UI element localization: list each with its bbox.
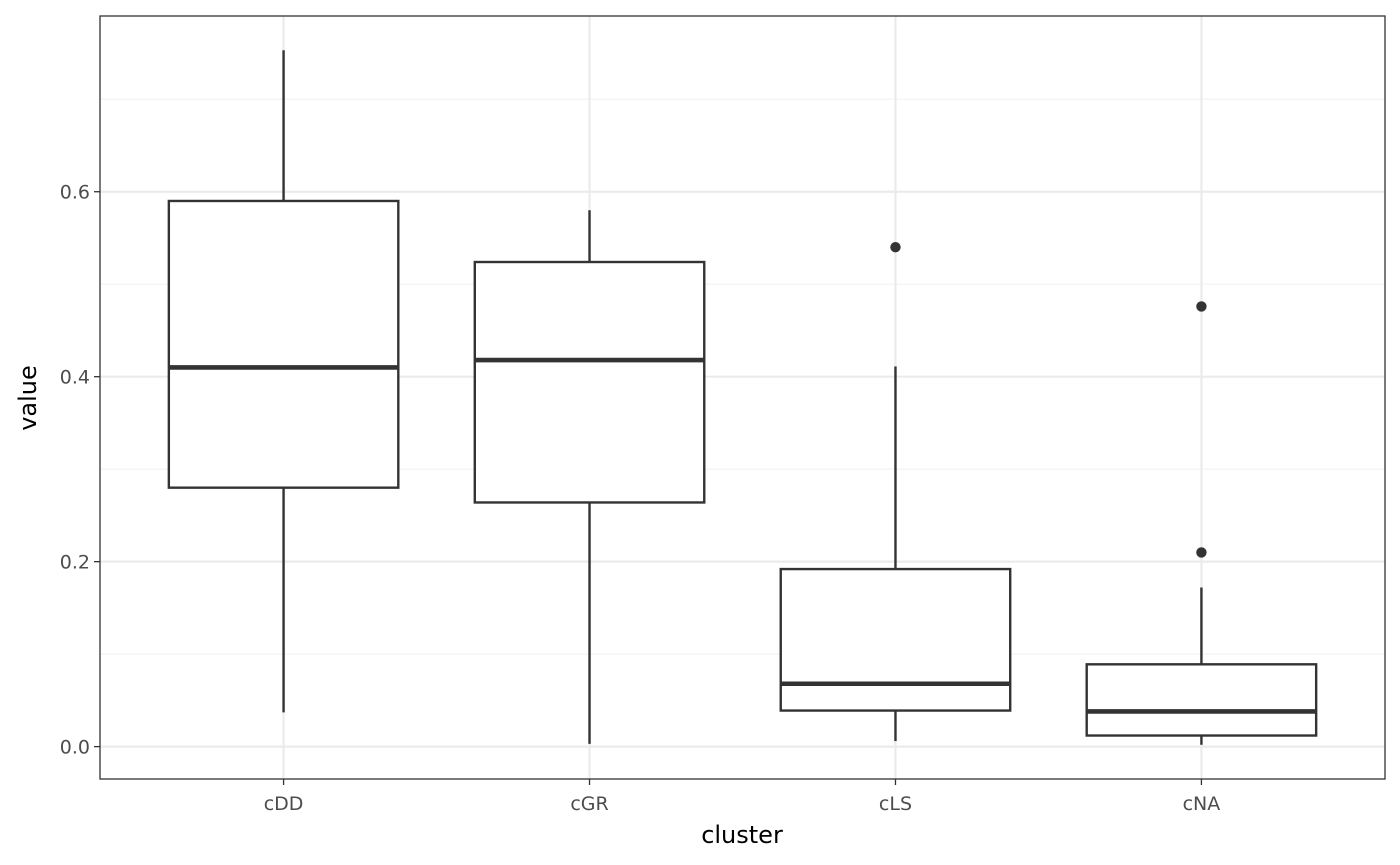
box-cNA xyxy=(1085,301,1318,745)
x-tick-label: cNA xyxy=(1183,793,1221,815)
y-tick-label: 0.4 xyxy=(60,367,90,389)
y-tick-label: 0.6 xyxy=(60,182,90,204)
box-iqr xyxy=(473,260,706,504)
x-tick-label: cLS xyxy=(879,793,912,815)
box-layer xyxy=(167,50,1318,745)
x-tick-label: cGR xyxy=(570,793,608,815)
box-iqr xyxy=(779,567,1012,712)
outlier-point xyxy=(890,242,901,253)
y-tick-label: 0.2 xyxy=(60,552,90,574)
y-tick-label: 0.0 xyxy=(60,737,90,759)
box-iqr xyxy=(1085,663,1318,737)
box-iqr xyxy=(167,199,400,489)
x-tick-label: cDD xyxy=(264,793,304,815)
panel-border xyxy=(99,15,1386,780)
box-cGR xyxy=(473,210,706,744)
box-cDD xyxy=(167,50,400,713)
y-axis-title: value xyxy=(14,365,42,431)
box-cLS xyxy=(779,242,1012,742)
x-axis-title: cluster xyxy=(701,821,783,849)
axis-layer: 0.0 0.2 0.4 0.6 cDD cGR cLS cNA xyxy=(60,182,1220,815)
outlier-point xyxy=(1196,301,1207,312)
outlier-point xyxy=(1196,547,1207,558)
